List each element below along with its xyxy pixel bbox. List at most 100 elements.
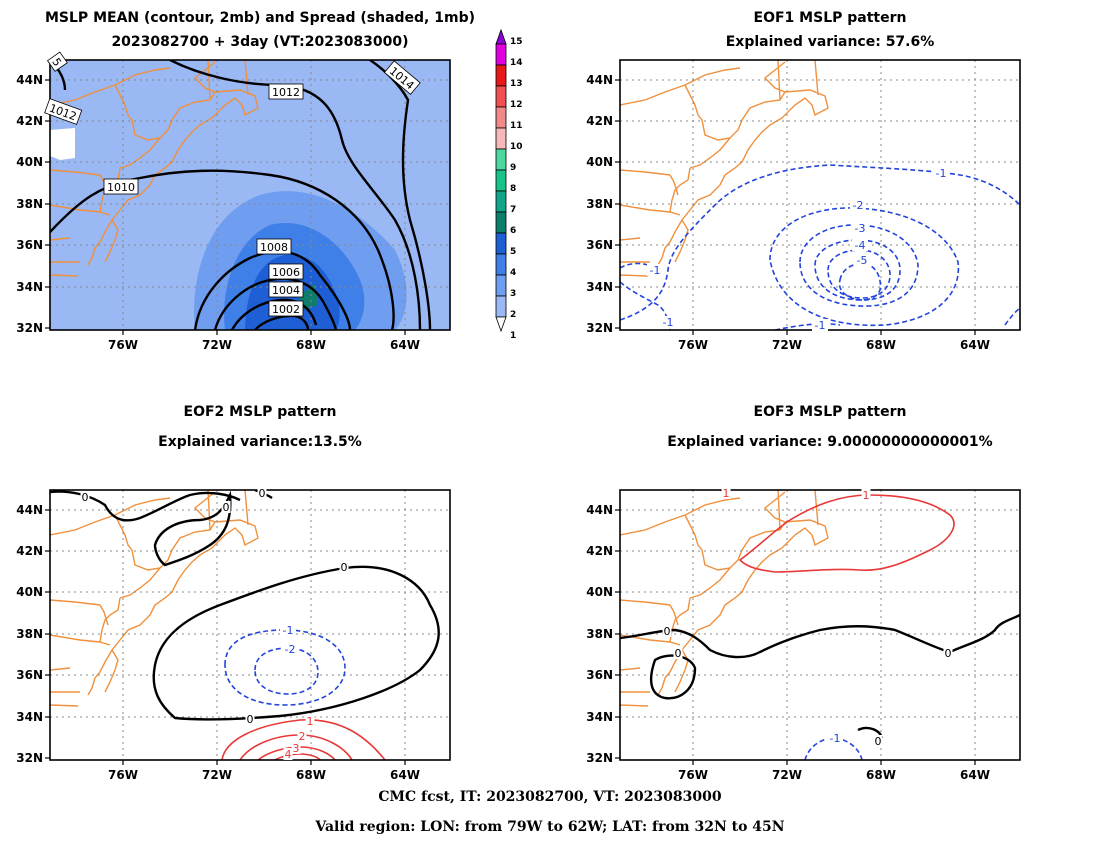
- map-gridlines: [50, 60, 1020, 760]
- axis-ticks: [45, 79, 976, 765]
- colorbar-swatch: [495, 253, 507, 276]
- lat-tick-label: 34N: [16, 710, 43, 724]
- eof2-contour-label: -2: [282, 643, 298, 656]
- eof3-contour-label: 0: [943, 647, 953, 660]
- panel3-title-line2: Explained variance:13.5%: [158, 434, 362, 450]
- panel3-title-line1: EOF2 MSLP pattern: [183, 404, 337, 420]
- svg-text:1: 1: [307, 715, 314, 728]
- colorbar-swatch: [495, 295, 507, 318]
- colorbar-swatch: [495, 85, 507, 108]
- svg-text:1: 1: [723, 487, 730, 500]
- svg-text:1002: 1002: [272, 303, 300, 316]
- panel1-title-line2: 2023082700 + 3day (VT:2023083000): [111, 34, 409, 50]
- panel4-title-line2: Explained variance: 9.00000000000001%: [667, 434, 993, 450]
- colorbar-label: 1: [510, 331, 517, 341]
- eof3-contour-label: 1: [861, 489, 871, 502]
- lat-tick-label: 44N: [586, 73, 613, 87]
- panel2-title-line1: EOF1 MSLP pattern: [753, 10, 907, 26]
- svg-text:-1: -1: [283, 624, 294, 637]
- eof1-contour-label: -3: [852, 222, 868, 235]
- lon-tick-label: 76W: [678, 338, 708, 352]
- lat-tick-label: 36N: [16, 668, 43, 682]
- eof2-contour-label: 0: [221, 501, 231, 514]
- eof3-contour-label: 0: [662, 625, 672, 638]
- lat-tick-label: 44N: [586, 503, 613, 517]
- lat-tick-label: 40N: [16, 155, 43, 169]
- svg-text:-1: -1: [815, 319, 826, 332]
- svg-text:-4: -4: [855, 239, 866, 252]
- svg-text:1012: 1012: [272, 86, 300, 99]
- mslp-contour-label: 1010: [103, 178, 139, 195]
- lat-tick-label: 34N: [586, 280, 613, 294]
- svg-text:-5: -5: [857, 254, 868, 267]
- lon-tick-label: 72W: [202, 768, 232, 782]
- lat-tick-label: 42N: [586, 544, 613, 558]
- svg-text:1: 1: [863, 489, 870, 502]
- colorbar-label: 13: [510, 79, 523, 89]
- eof2-contour-label: 0: [245, 713, 255, 726]
- svg-text:-2: -2: [853, 199, 864, 212]
- colorbar-swatch: [495, 274, 507, 297]
- axis-labels: 44N 42N 40N 38N 36N 34N 32N 76W 72W 68W 64W 44N 42N 4…: [16, 73, 990, 782]
- colorbar-label: 3: [510, 289, 517, 299]
- lon-tick-label: 64W: [960, 768, 990, 782]
- panel2-title-line2: Explained variance: 57.6%: [725, 34, 935, 50]
- lon-tick-label: 72W: [772, 768, 802, 782]
- eof2-contour-label: 1: [305, 715, 315, 728]
- colorbar-label: 5: [510, 247, 517, 257]
- svg-text:0: 0: [259, 487, 266, 500]
- eof2-contour-label: 4: [283, 748, 293, 761]
- colorbar-label: 7: [510, 205, 517, 215]
- contour-labels: 101210141012101010081006100410025-1-2-3-…: [44, 51, 953, 761]
- lat-tick-label: 44N: [16, 73, 43, 87]
- mslp-contour-label: 1008: [256, 238, 292, 255]
- colorbar: [495, 28, 507, 333]
- eof2-contour-label: 0: [339, 561, 349, 574]
- eof1-contour-label: -4: [852, 239, 868, 252]
- lat-tick-label: 36N: [586, 238, 613, 252]
- colorbar-label: 12: [510, 100, 523, 110]
- lon-tick-label: 72W: [202, 338, 232, 352]
- footer-line2: Valid region: LON: from 79W to 62W; LAT:…: [315, 819, 785, 835]
- eof1-contour-label: -2: [850, 199, 866, 212]
- lon-tick-label: 64W: [390, 338, 420, 352]
- lat-tick-label: 40N: [586, 155, 613, 169]
- svg-text:0: 0: [875, 735, 882, 748]
- eof3-contour-label: -1: [827, 732, 843, 745]
- colorbar-swatch: [495, 211, 507, 234]
- lat-tick-label: 32N: [16, 321, 43, 335]
- panel4-title-line1: EOF3 MSLP pattern: [753, 404, 907, 420]
- svg-text:0: 0: [664, 625, 671, 638]
- eof1-contour-label: -5: [854, 254, 870, 267]
- svg-text:-3: -3: [855, 222, 866, 235]
- svg-text:-1: -1: [830, 732, 841, 745]
- lon-tick-label: 72W: [772, 338, 802, 352]
- lat-tick-label: 38N: [586, 627, 613, 641]
- lat-tick-label: 38N: [16, 627, 43, 641]
- eof2-contour-label: 0: [80, 491, 90, 504]
- eof3-contour-label: 0: [873, 735, 883, 748]
- mslp-contour-label: 1004: [268, 281, 304, 298]
- colorbar-label: 6: [510, 226, 517, 236]
- colorbar-label: 15: [510, 37, 523, 47]
- svg-text:-1: -1: [936, 167, 947, 180]
- lat-tick-label: 34N: [586, 710, 613, 724]
- panel2-eof-contours: [620, 164, 1020, 330]
- mslp-contour-label: 1012: [268, 83, 304, 100]
- eof3-contour-label: 0: [673, 647, 683, 660]
- eof2-contour-label: -1: [280, 624, 296, 637]
- eof1-contour-label: -1: [812, 319, 828, 332]
- colorbar-label: 4: [510, 268, 517, 278]
- svg-text:0: 0: [82, 491, 89, 504]
- colorbar-swatch: [495, 232, 507, 255]
- panel4-eof-contours: [620, 490, 1020, 760]
- lon-tick-label: 68W: [296, 768, 326, 782]
- lon-tick-label: 64W: [390, 768, 420, 782]
- lat-tick-label: 34N: [16, 280, 43, 294]
- svg-text:1010: 1010: [107, 181, 135, 194]
- lat-tick-label: 36N: [16, 238, 43, 252]
- svg-text:0: 0: [945, 647, 952, 660]
- colorbar-swatch: [495, 148, 507, 171]
- svg-text:1006: 1006: [272, 266, 300, 279]
